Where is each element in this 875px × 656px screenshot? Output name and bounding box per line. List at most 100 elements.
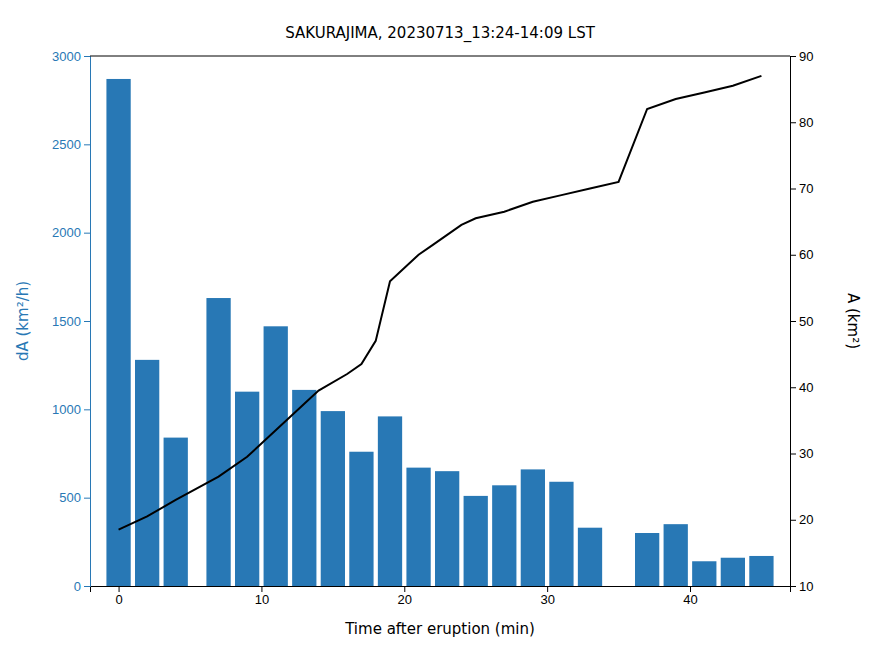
bar xyxy=(692,561,716,586)
tick-label: 500 xyxy=(59,490,81,505)
tick-label: 70 xyxy=(799,181,813,196)
bar xyxy=(664,524,688,586)
tick-mark xyxy=(84,56,90,57)
tick-label: 90 xyxy=(799,49,813,64)
tick-label: 20 xyxy=(799,512,813,527)
tick-mark xyxy=(790,387,796,388)
tick-label: 1500 xyxy=(52,314,81,329)
axis-line xyxy=(791,57,797,587)
tick-label: 0 xyxy=(74,579,81,594)
tick-mark xyxy=(119,586,120,592)
tick: 40 xyxy=(683,586,697,607)
tick-label: 1000 xyxy=(52,402,81,417)
tick-mark xyxy=(790,56,796,57)
tick: 2500 xyxy=(52,137,90,152)
bar xyxy=(321,411,345,586)
tick-label: 2500 xyxy=(52,137,81,152)
tick: 40 xyxy=(790,380,813,395)
tick: 1500 xyxy=(52,314,90,329)
tick-mark xyxy=(547,586,548,592)
tick-mark xyxy=(790,586,796,587)
tick-mark xyxy=(790,520,796,521)
y-axis-title: dA (km²/h) xyxy=(14,281,32,361)
tick: 2000 xyxy=(52,225,90,240)
tick: 500 xyxy=(59,490,90,505)
tick-label: 60 xyxy=(799,247,813,262)
bar xyxy=(292,390,316,586)
y2-axis: 10 20 30 40 50 60 70 80 90 xyxy=(790,49,813,594)
tick-label: 80 xyxy=(799,115,813,130)
bar xyxy=(521,469,545,586)
x-axis-title: Time after eruption (min) xyxy=(344,620,535,638)
tick-label: 20 xyxy=(398,592,412,607)
bar xyxy=(264,326,288,586)
tick-mark xyxy=(84,233,90,234)
axis-line xyxy=(91,587,791,593)
bar xyxy=(106,79,130,586)
tick-mark xyxy=(404,586,405,592)
tick: 0 xyxy=(115,586,122,607)
tick-mark xyxy=(261,586,262,592)
tick-mark xyxy=(84,498,90,499)
tick-mark xyxy=(790,122,796,123)
bar xyxy=(378,416,402,586)
tick-mark xyxy=(690,586,691,592)
tick-mark xyxy=(84,144,90,145)
tick: 1000 xyxy=(52,402,90,417)
bar xyxy=(578,528,602,586)
tick: 3000 xyxy=(52,49,90,64)
tick: 10 xyxy=(790,579,813,594)
y-axis: 0 500 1000 1500 2000 2500 3000 xyxy=(52,49,90,594)
tick-label: 0 xyxy=(115,592,122,607)
tick: 0 xyxy=(74,579,90,594)
bar xyxy=(635,533,659,586)
bar xyxy=(492,485,516,586)
bar-series xyxy=(106,79,773,586)
tick-mark xyxy=(790,255,796,256)
bar xyxy=(406,468,430,586)
tick: 10 xyxy=(255,586,269,607)
tick: 20 xyxy=(790,512,813,527)
tick-label: 40 xyxy=(683,592,697,607)
tick-label: 10 xyxy=(255,592,269,607)
tick: 30 xyxy=(540,586,554,607)
tick: 20 xyxy=(398,586,412,607)
bar xyxy=(435,471,459,586)
y2-axis-title: A (km²) xyxy=(844,293,862,349)
bar xyxy=(549,482,573,586)
bar xyxy=(749,556,773,586)
tick-mark xyxy=(84,321,90,322)
tick-mark xyxy=(84,586,90,587)
bar xyxy=(349,452,373,586)
line xyxy=(119,76,762,530)
bar xyxy=(164,438,188,586)
tick-label: 30 xyxy=(540,592,554,607)
tick-label: 30 xyxy=(799,446,813,461)
marks xyxy=(106,76,773,586)
frame-top xyxy=(90,56,790,57)
tick: 50 xyxy=(790,314,813,329)
tick: 90 xyxy=(790,49,813,64)
bar xyxy=(135,360,159,586)
tick: 60 xyxy=(790,247,813,262)
tick: 80 xyxy=(790,115,813,130)
x-axis: 0 10 20 30 40 xyxy=(91,586,791,607)
plot-area: 0 10 20 30 40 0 500 1000 1500 2000 2500 3000 10 20 30 4… xyxy=(52,49,813,608)
bar xyxy=(206,298,230,586)
tick-label: 10 xyxy=(799,579,813,594)
title: SAKURAJIMA, 20230713_13:24-14:09 LST xyxy=(285,24,595,43)
tick-label: 50 xyxy=(799,314,813,329)
tick-label: 3000 xyxy=(52,49,81,64)
tick-mark xyxy=(790,321,796,322)
bar xyxy=(464,496,488,586)
tick-mark xyxy=(790,189,796,190)
tick-mark xyxy=(790,454,796,455)
axis-line xyxy=(84,57,91,587)
tick: 70 xyxy=(790,181,813,196)
chart-svg: 0 10 20 30 40 0 500 1000 1500 2000 2500 3000 10 20 30 4… xyxy=(0,0,875,656)
bar xyxy=(721,558,745,586)
tick: 30 xyxy=(790,446,813,461)
bar xyxy=(235,392,259,586)
tick-label: 2000 xyxy=(52,225,81,240)
tick-mark xyxy=(84,409,90,410)
